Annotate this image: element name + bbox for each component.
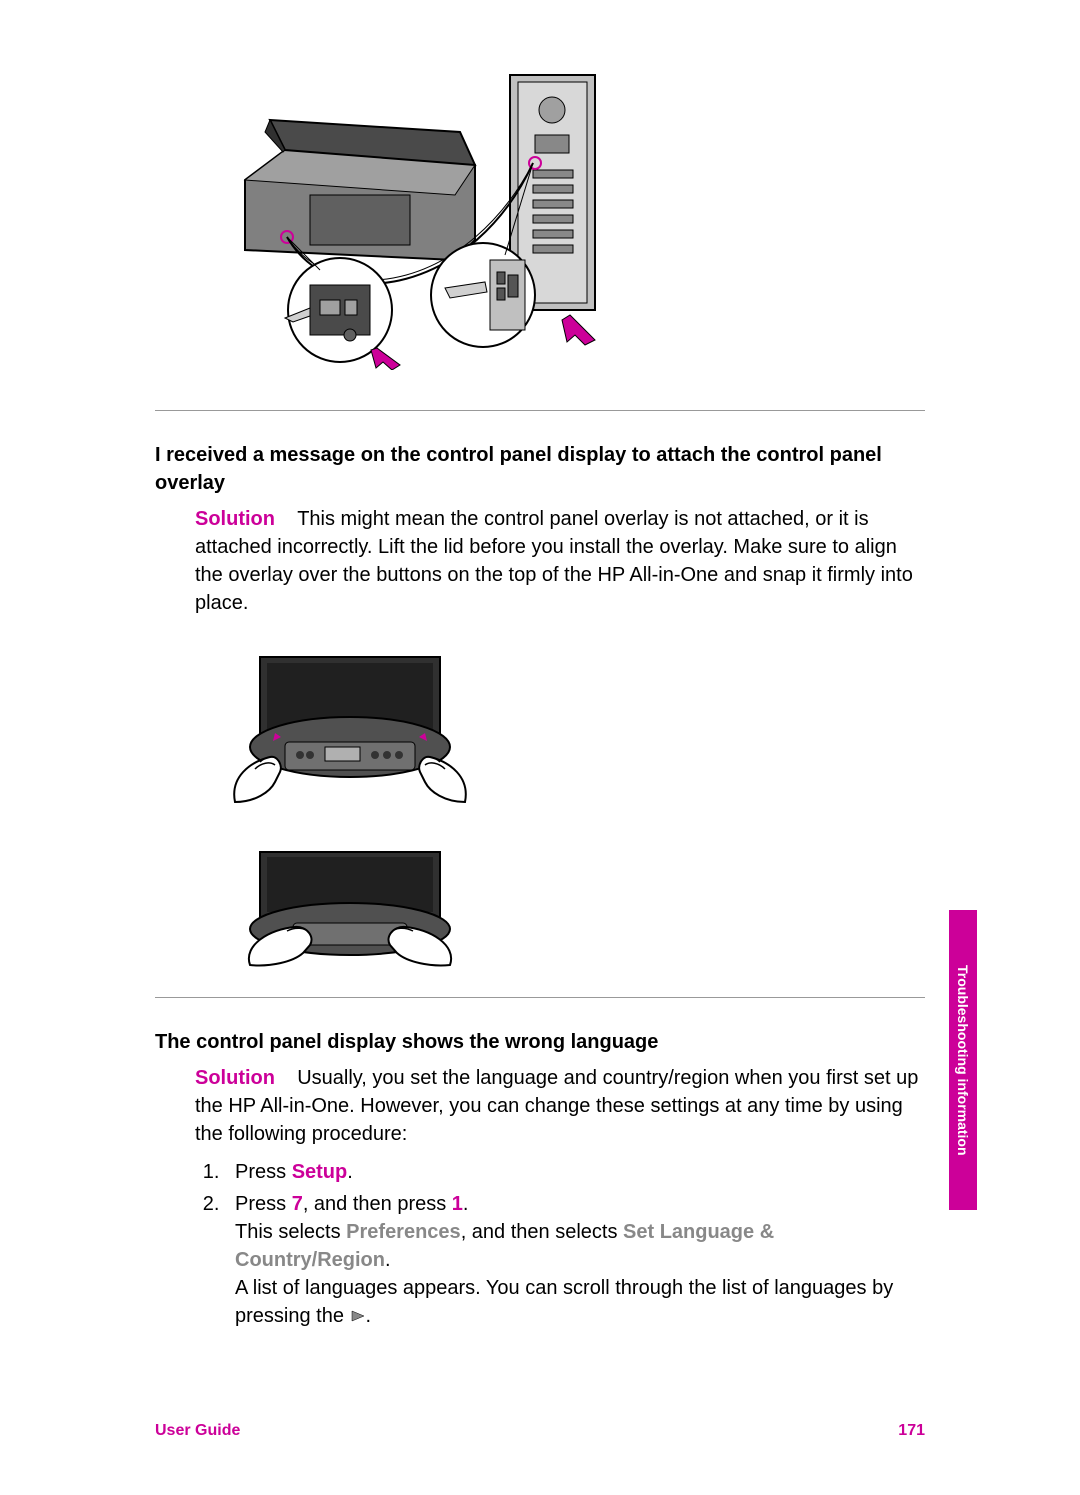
page-content: I received a message on the control pane…	[0, 0, 1080, 1331]
step-2: Press 7, and then press 1. This selects …	[225, 1190, 925, 1331]
section1-solution: Solution This might mean the control pan…	[155, 505, 925, 617]
illustration-overlay-snap-bottom	[155, 847, 925, 967]
footer-left: User Guide	[155, 1422, 240, 1440]
steps-list: Press Setup. Press 7, and then press 1. …	[195, 1158, 925, 1331]
solution-label: Solution	[195, 1067, 275, 1089]
side-tab: Troubleshooting information	[949, 910, 977, 1210]
right-arrow-icon	[350, 1303, 366, 1331]
solution-label: Solution	[195, 508, 275, 530]
divider	[155, 410, 925, 411]
solution-text: This might mean the control panel overla…	[195, 508, 913, 614]
divider	[155, 997, 925, 998]
side-tab-label: Troubleshooting information	[955, 965, 971, 1156]
section2-solution: Solution Usually, you set the language a…	[155, 1064, 925, 1331]
section1-heading: I received a message on the control pane…	[155, 441, 925, 497]
preferences-gray: Preferences	[346, 1221, 461, 1243]
step-1: Press Setup.	[225, 1158, 925, 1186]
illustration-overlay-snap-top	[155, 647, 925, 807]
solution-text: Usually, you set the language and countr…	[195, 1067, 918, 1145]
page-footer: User Guide 171	[155, 1422, 925, 1440]
footer-page-number: 171	[898, 1422, 925, 1440]
illustration-cable-connection	[155, 60, 925, 370]
section2-heading: The control panel display shows the wron…	[155, 1028, 925, 1056]
setup-bold: Setup	[292, 1161, 348, 1183]
